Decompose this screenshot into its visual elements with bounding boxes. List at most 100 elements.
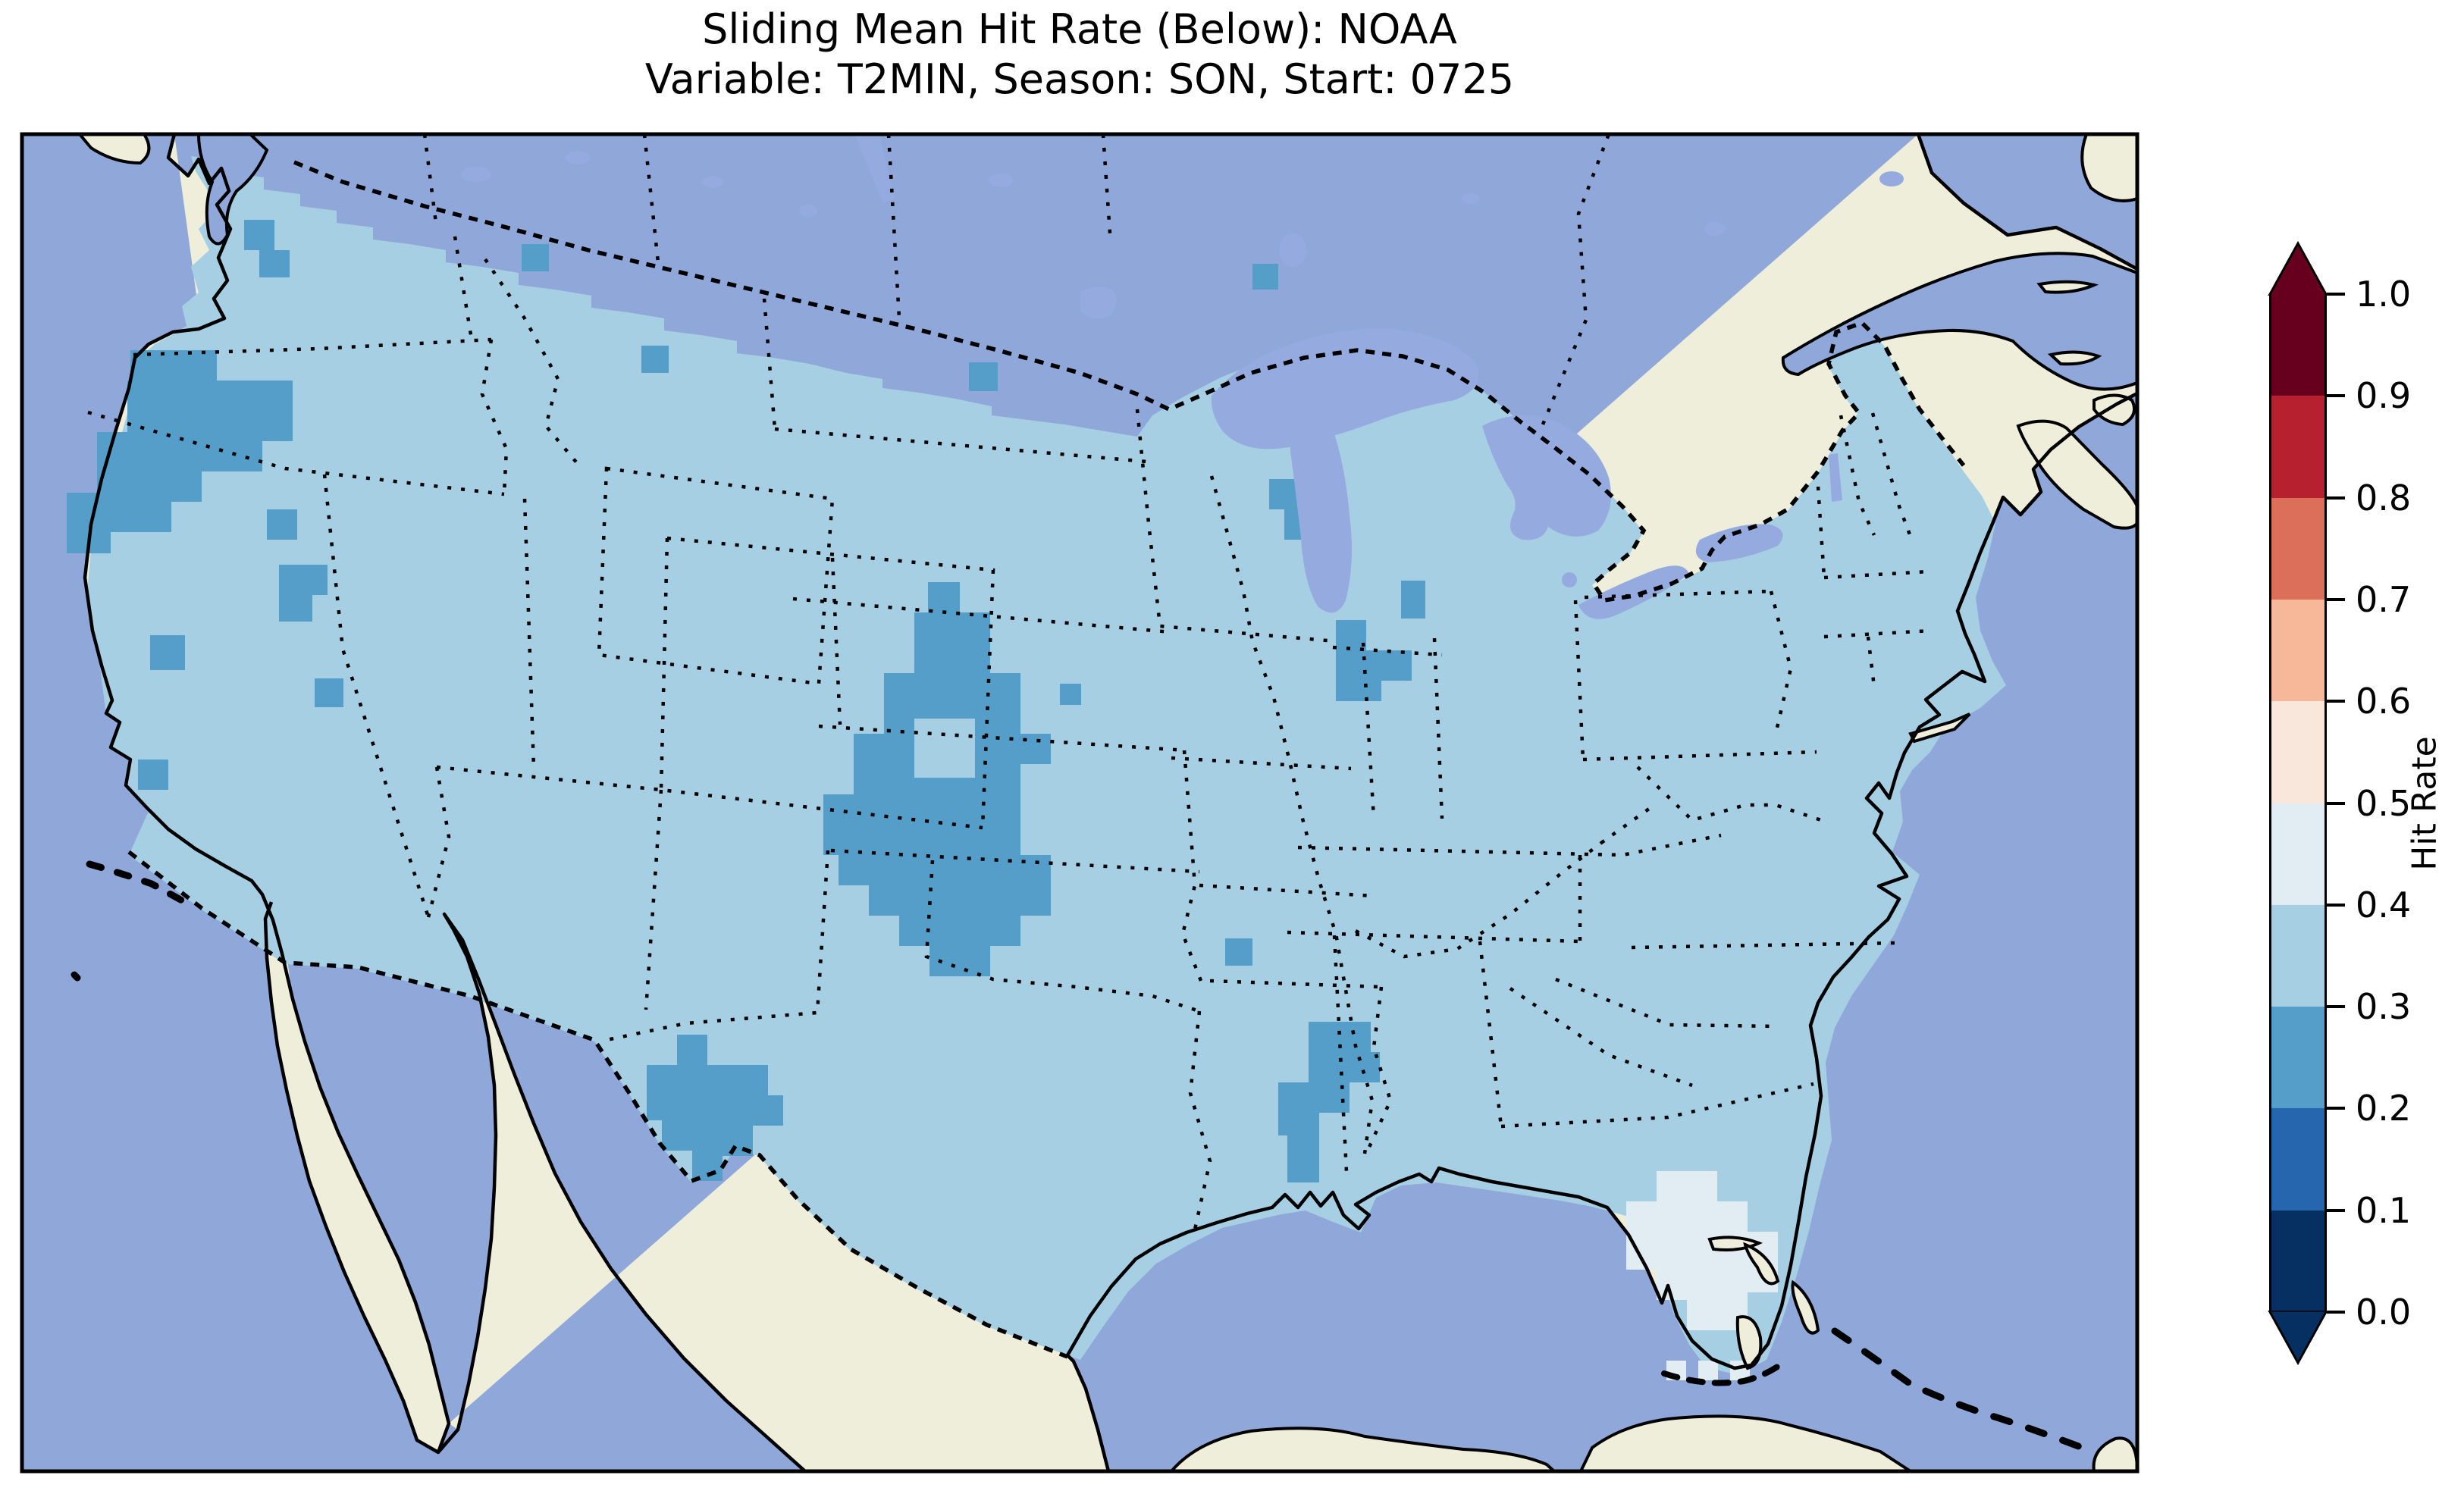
lake-champlain xyxy=(1829,453,1842,502)
colorbar-tick-label: 0.2 xyxy=(2356,1088,2412,1129)
patch-nebraska-kansas xyxy=(823,582,1051,976)
canada-lake xyxy=(461,167,491,182)
lakes-layer xyxy=(461,134,1904,619)
cell-upper-michigan xyxy=(1252,264,1278,290)
us-mexico-border xyxy=(127,850,1069,1359)
colorbar-segment-0.7-0.8 xyxy=(2271,497,2324,600)
patch-indiana-illinois xyxy=(1336,620,1412,701)
us-canada-border xyxy=(293,160,1966,603)
canada-lake xyxy=(1704,222,1726,236)
state-border xyxy=(480,339,509,495)
canada-lake xyxy=(1879,171,1904,186)
patch-west-texas xyxy=(647,1035,783,1181)
state-border xyxy=(792,597,1172,634)
cell-north-dakota xyxy=(969,362,998,391)
lake-st-clair xyxy=(1562,572,1577,587)
florida-keys-arc xyxy=(1661,1358,1788,1386)
province-border xyxy=(1101,134,1112,234)
state-border xyxy=(1839,415,1876,536)
state-border xyxy=(133,337,492,357)
state-border xyxy=(1509,987,1693,1088)
state-border xyxy=(1866,636,1876,687)
state-border xyxy=(1500,1082,1814,1129)
colorbar-tick-label: 1.0 xyxy=(2356,274,2412,315)
state-border xyxy=(1332,645,1443,657)
hispaniola-corner xyxy=(2092,1436,2137,1471)
cape-breton xyxy=(2093,393,2136,427)
puget-sound xyxy=(196,134,269,246)
lake-nipigon xyxy=(1279,233,1306,267)
colorbar-segment-0.3-0.4 xyxy=(2271,904,2324,1007)
colorbar-ticks: 1.0 0.9 0.8 0.7 0.6 0.5 0.4 0.3 0.2 0.1 0.0 xyxy=(2327,277,2464,1330)
state-border xyxy=(1636,766,1822,822)
canada-lake xyxy=(566,151,590,164)
state-border xyxy=(1432,637,1444,819)
hit-rate-patches-low xyxy=(67,220,1425,1182)
colorbar-segment-0.4-0.5 xyxy=(2271,803,2324,905)
state-border xyxy=(453,236,474,340)
colorbar-tick xyxy=(2327,394,2345,398)
cell-florida-keys-2 xyxy=(1698,1361,1718,1380)
colorbar-tick-label: 0.8 xyxy=(2356,477,2412,518)
colorbar-segment-0.5-0.6 xyxy=(2271,701,2324,803)
yucatan xyxy=(1169,1427,1556,1471)
map-frame xyxy=(20,132,2140,1474)
patch-nevada-2 xyxy=(279,565,328,622)
figure-title: Sliding Mean Hit Rate (Below): NOAA Vari… xyxy=(22,5,2137,105)
title-line-1: Sliding Mean Hit Rate (Below): NOAA xyxy=(702,5,1457,53)
state-border xyxy=(659,537,669,791)
colorbar-bar xyxy=(2269,294,2327,1312)
patch-nevada-3 xyxy=(315,678,343,707)
newfoundland-corner xyxy=(2080,134,2137,202)
colorbar-tick-label: 0.7 xyxy=(2356,578,2412,620)
state-border xyxy=(1364,986,1393,1154)
canada-lake xyxy=(989,174,1013,187)
state-border xyxy=(1354,841,1603,959)
coastline xyxy=(83,134,2137,1471)
patch-washington xyxy=(244,220,290,277)
lake-winnipeg-sliver xyxy=(855,134,895,203)
canada-lake xyxy=(799,205,817,217)
bahamas-chain xyxy=(1831,1327,2090,1453)
state-border xyxy=(666,536,995,828)
colorbar-tick-label: 0.6 xyxy=(2356,681,2412,722)
patch-california-central xyxy=(150,635,185,670)
title-line-2: Variable: T2MIN, Season: SON, Start: 072… xyxy=(644,55,1515,103)
islands-layer xyxy=(77,134,2137,1471)
canada-lake xyxy=(702,176,723,188)
cell-nw-mississippi xyxy=(1225,938,1252,966)
province-border xyxy=(1541,134,1611,425)
colorbar-segment-0.9-1.0 xyxy=(2271,294,2324,396)
colorbar-tick xyxy=(2327,1005,2345,1009)
colorbar-segment-0.1-0.2 xyxy=(2271,1108,2324,1211)
state-border xyxy=(1188,1010,1212,1230)
andros xyxy=(1735,1315,1763,1370)
colorbar-segment-0.0-0.1 xyxy=(2271,1210,2324,1312)
state-border xyxy=(1555,977,1776,1029)
lake-superior xyxy=(1211,328,1479,449)
state-border xyxy=(1361,642,1376,819)
colorbar-tick xyxy=(2327,1107,2345,1110)
channel-islands xyxy=(86,860,186,904)
nova-scotia xyxy=(2016,419,2137,530)
cell-iowa xyxy=(1060,684,1081,705)
cuba xyxy=(1578,1414,1914,1471)
colorbar-segment-0.8-0.9 xyxy=(2271,396,2324,498)
anticosti-island xyxy=(2036,280,2099,294)
colorbar-segment-0.2-0.3 xyxy=(2271,1007,2324,1109)
patch-mississippi-alabama xyxy=(1278,1022,1380,1182)
abaco xyxy=(1743,1242,1780,1286)
colorbar-tick xyxy=(2327,903,2345,907)
state-borders xyxy=(87,134,1933,1230)
colorbar-tick-label: 0.4 xyxy=(2356,884,2412,926)
state-border xyxy=(1870,412,1913,537)
patch-oregon-california xyxy=(67,350,293,553)
state-border xyxy=(1209,979,1382,989)
lake-ontario xyxy=(1695,524,1783,562)
lake-of-the-woods xyxy=(1080,287,1117,319)
colorbar-tick-label: 0.9 xyxy=(2356,375,2412,417)
colorbar-tick xyxy=(2327,597,2345,601)
state-border xyxy=(1478,941,1503,1127)
state-border xyxy=(484,258,579,465)
canada-lake xyxy=(1462,193,1480,204)
